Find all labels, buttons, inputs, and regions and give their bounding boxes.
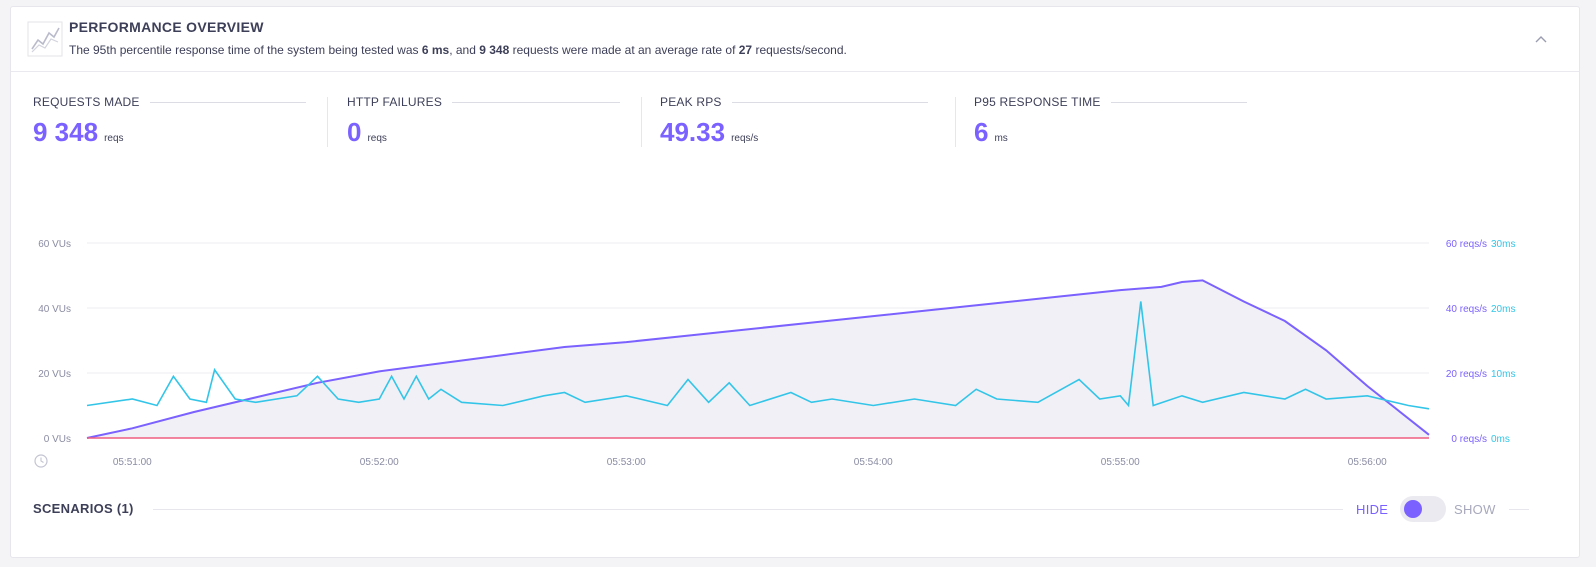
stat-value-wrap: 49.33 reqs/s	[660, 117, 960, 148]
desc-requests-value: 9 348	[479, 43, 510, 57]
collapse-button[interactable]	[1531, 29, 1551, 49]
stat-value-wrap: 6 ms	[974, 117, 1274, 148]
switch-knob[interactable]	[1404, 500, 1422, 518]
x-tick-label: 05:51:00	[113, 457, 152, 468]
stat-label-wrap: REQUESTS MADE	[33, 95, 333, 109]
stat-label-wrap: PEAK RPS	[660, 95, 960, 109]
hide-label[interactable]: HIDE	[1356, 502, 1389, 517]
x-tick-label: 05:53:00	[607, 457, 646, 468]
x-tick-label: 05:56:00	[1348, 457, 1387, 468]
y-tick-label-ms: 30ms	[1491, 239, 1515, 250]
divider	[153, 509, 1343, 510]
y-tick-label-rps: 20 reqs/s	[1446, 369, 1487, 380]
y-tick-label-left: 60 VUs	[38, 239, 71, 250]
divider	[452, 101, 621, 103]
stat-value: 9 348	[33, 117, 99, 147]
show-label[interactable]: SHOW	[1454, 502, 1496, 517]
scenarios-section: SCENARIOS (1) HIDE SHOW	[11, 487, 1579, 537]
stat-label-wrap: P95 RESPONSE TIME	[974, 95, 1274, 109]
divider	[1110, 101, 1247, 103]
stat-value: 0	[347, 117, 362, 147]
panel-header: PERFORMANCE OVERVIEW The 95th percentile…	[11, 7, 1579, 72]
performance-overview-panel: PERFORMANCE OVERVIEW The 95th percentile…	[10, 6, 1580, 558]
vus-series-line	[86, 279, 1430, 439]
stat-unit: ms	[994, 133, 1008, 144]
stat-value-wrap: 0 reqs	[347, 117, 647, 148]
panel-title: PERFORMANCE OVERVIEW	[69, 19, 264, 35]
desc-text: The 95th percentile response time of the…	[69, 43, 422, 57]
divider	[955, 97, 956, 147]
y-tick-label-ms: 0ms	[1491, 434, 1510, 445]
stat-value-wrap: 9 348 reqs	[33, 117, 333, 148]
stat-requests-made: REQUESTS MADE 9 348 reqs	[33, 95, 333, 155]
stat-value: 49.33	[660, 117, 726, 147]
y-tick-label-rps: 60 reqs/s	[1446, 239, 1487, 250]
scenarios-toggle: HIDE SHOW	[1356, 495, 1556, 525]
y-tick-label-ms: 20ms	[1491, 304, 1515, 315]
stat-label: HTTP FAILURES	[347, 95, 443, 109]
divider	[149, 101, 306, 103]
stat-http-failures: HTTP FAILURES 0 reqs	[347, 95, 647, 155]
chevron-up-icon	[1535, 36, 1547, 43]
stat-label: P95 RESPONSE TIME	[974, 95, 1101, 109]
desc-text: , and	[449, 43, 480, 57]
y-tick-label-rps: 0 reqs/s	[1451, 434, 1487, 445]
y-tick-label-left: 40 VUs	[38, 304, 71, 315]
scenarios-title: SCENARIOS (1)	[33, 501, 134, 516]
clock-icon	[34, 454, 48, 468]
performance-chart: 0 VUs 0 reqs/s 0ms 20 VUs 20 reqs/s 10ms 40 VU…	[11, 227, 1581, 477]
stat-unit: reqs	[367, 133, 387, 144]
y-tick-label-ms: 10ms	[1491, 369, 1515, 380]
x-tick-label: 05:54:00	[854, 457, 893, 468]
stat-label: PEAK RPS	[660, 95, 722, 109]
stat-unit: reqs	[104, 133, 124, 144]
divider	[1509, 509, 1529, 510]
desc-text: requests were made at an average rate of	[509, 43, 739, 57]
hide-show-switch[interactable]	[1400, 496, 1446, 522]
desc-p95-value: 6 ms	[421, 43, 450, 57]
y-tick-label-left: 20 VUs	[38, 369, 71, 380]
stat-value: 6	[974, 117, 989, 147]
stat-p95-response-time: P95 RESPONSE TIME 6 ms	[974, 95, 1274, 155]
desc-rate-value: 27	[738, 43, 753, 57]
divider	[327, 97, 328, 147]
divider	[731, 101, 928, 103]
stat-label: REQUESTS MADE	[33, 95, 140, 109]
stat-peak-rps: PEAK RPS 49.33 reqs/s	[660, 95, 960, 155]
y-tick-label-left: 0 VUs	[44, 434, 71, 445]
response-time-series-line	[86, 301, 1430, 410]
stat-label-wrap: HTTP FAILURES	[347, 95, 647, 109]
x-tick-label: 05:55:00	[1101, 457, 1140, 468]
stat-unit: reqs/s	[731, 133, 759, 144]
y-tick-label-rps: 40 reqs/s	[1446, 304, 1487, 315]
vus-area	[87, 280, 1429, 438]
divider	[641, 97, 642, 147]
panel-description: The 95th percentile response time of the…	[69, 43, 847, 57]
desc-text: requests/second.	[752, 43, 847, 57]
x-tick-label: 05:52:00	[360, 457, 399, 468]
chart-line-icon	[27, 21, 63, 57]
performance-chart-svg: 0 VUs 0 reqs/s 0ms 20 VUs 20 reqs/s 10ms 40 VU…	[34, 239, 1515, 468]
